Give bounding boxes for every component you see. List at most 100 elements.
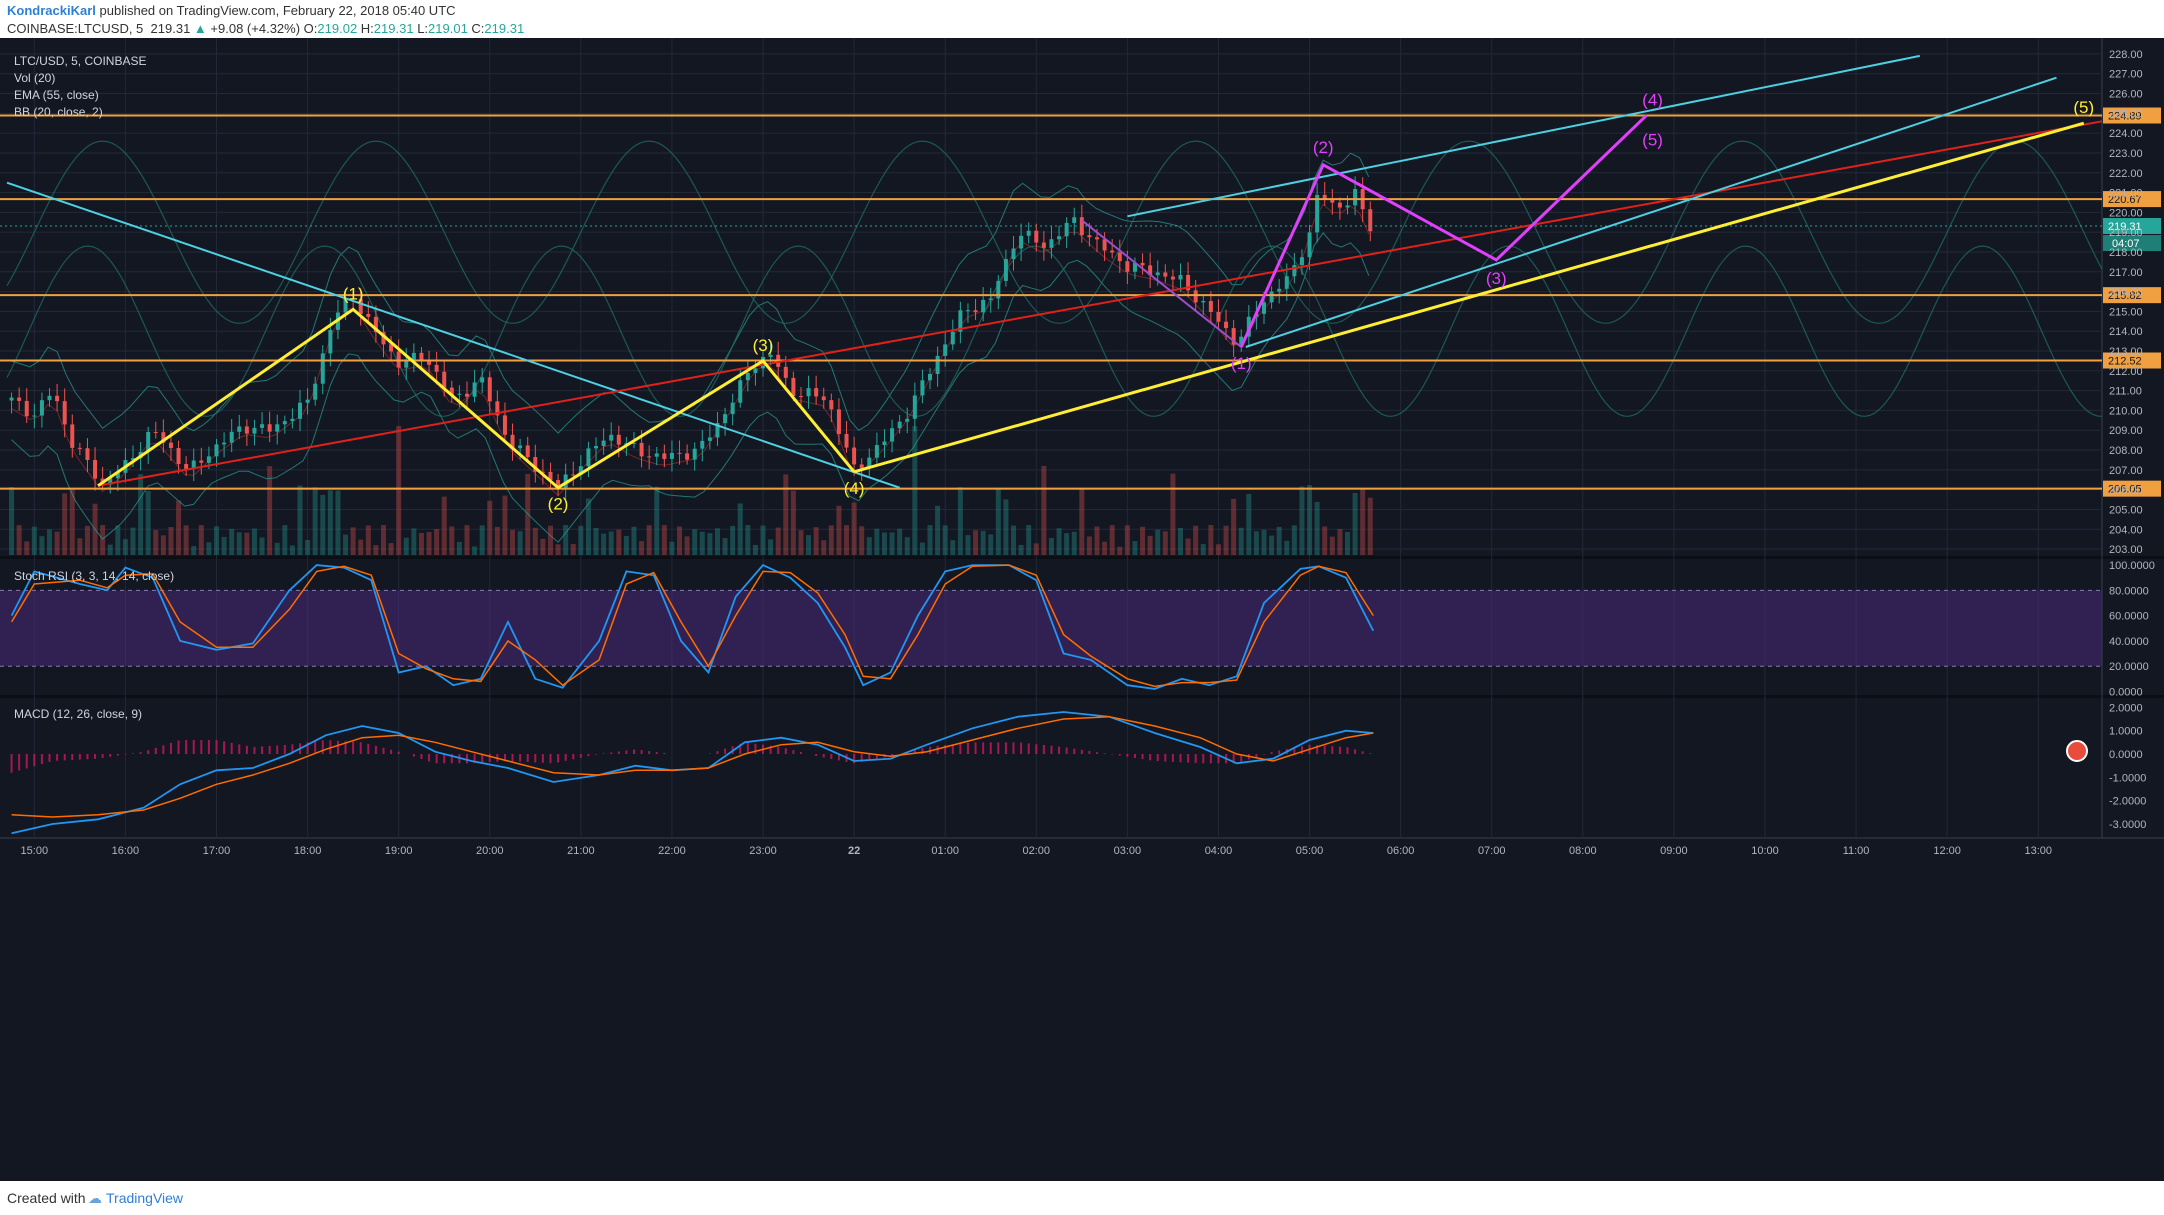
low-label: L: xyxy=(417,21,429,36)
candle-body xyxy=(1345,205,1350,208)
candle-body xyxy=(168,442,173,449)
volume-bar xyxy=(790,490,796,555)
cyan-channel-lower-line xyxy=(1245,76,2057,348)
candle-body xyxy=(768,354,773,357)
countdown-label: 04:07 xyxy=(2112,238,2140,250)
candle-body xyxy=(1231,328,1236,345)
volume-bar xyxy=(745,525,751,555)
volume-bar xyxy=(1041,465,1047,555)
price-tick-label: 206.00 xyxy=(2109,485,2143,497)
candle-body xyxy=(427,361,432,365)
tradingview-logo[interactable]: ☁ TradingView xyxy=(88,1190,183,1207)
volume-bar xyxy=(783,474,789,555)
volume-bar xyxy=(654,486,660,555)
volume-bar xyxy=(707,533,713,555)
candle-body xyxy=(548,471,553,480)
candle-body xyxy=(525,445,530,458)
candle-body xyxy=(609,434,614,441)
candle-body xyxy=(419,352,424,362)
yellow-wave-label: (1) xyxy=(343,284,364,303)
candle-body xyxy=(1277,288,1282,292)
volume-bar xyxy=(259,537,265,555)
candle-body xyxy=(366,313,371,317)
time-tick-label: 15:00 xyxy=(21,845,49,857)
stoch-tick-label: 20.0000 xyxy=(2109,661,2149,673)
candle-body xyxy=(518,445,523,449)
candle-body xyxy=(411,352,416,361)
yellow-support-line xyxy=(853,121,2085,474)
time-tick-label: 13:00 xyxy=(2024,845,2052,857)
volume-bar xyxy=(251,528,257,555)
volume-bar xyxy=(282,525,288,555)
volume-bar xyxy=(145,490,151,555)
level-price-tag xyxy=(2103,191,2161,208)
candle-body xyxy=(502,415,507,435)
volume-bar xyxy=(1322,526,1328,555)
volume-bar xyxy=(198,525,204,555)
volume-bar xyxy=(517,531,523,555)
volume-bar xyxy=(1170,473,1176,555)
chart-svg[interactable]: 224.89 220.67 215.82 212.52 206.05 219.31 04:0… xyxy=(0,38,2164,1181)
volume-bar xyxy=(563,525,569,555)
candle-body xyxy=(973,310,978,313)
candle-body xyxy=(480,377,485,383)
candle-body xyxy=(1299,257,1304,266)
time-tick-label: 22:00 xyxy=(658,845,686,857)
candle-body xyxy=(1216,311,1221,322)
candle-body xyxy=(260,424,265,428)
volume-bar xyxy=(844,525,850,555)
volume-bar xyxy=(768,539,774,555)
candle-body xyxy=(146,432,151,452)
candle-body xyxy=(1284,276,1289,289)
chart-area[interactable]: 224.89 220.67 215.82 212.52 206.05 219.31 04:0… xyxy=(0,38,2164,1181)
pane-separator xyxy=(0,695,2164,698)
candle-body xyxy=(723,414,728,424)
candle-body xyxy=(93,459,98,479)
candle-body xyxy=(206,456,211,463)
candle-body xyxy=(890,428,895,442)
volume-bar xyxy=(39,536,45,555)
candle-body xyxy=(1330,199,1335,203)
volume-bar xyxy=(950,540,956,555)
price-tick-label: 225.00 xyxy=(2109,108,2143,120)
volume-bar xyxy=(775,527,781,555)
main-legend-item: BB (20, close, 2) xyxy=(14,105,103,119)
volume-bar xyxy=(646,525,652,555)
candle-body xyxy=(32,415,37,417)
volume-bar xyxy=(942,525,948,555)
candle-body xyxy=(669,452,674,459)
volume-bar xyxy=(919,542,925,555)
candle-body xyxy=(662,453,667,459)
macd-tick-label: -1.0000 xyxy=(2109,772,2146,784)
candle-body xyxy=(1049,239,1054,248)
candle-body xyxy=(343,298,348,313)
tradingview-logo-text: TradingView xyxy=(106,1190,184,1206)
time-tick-label: 18:00 xyxy=(294,845,322,857)
price-tick-label: 204.00 xyxy=(2109,524,2143,536)
author-link[interactable]: KondrackiKarl xyxy=(7,3,96,18)
time-tick-label: 16:00 xyxy=(112,845,140,857)
volume-bar xyxy=(1344,532,1350,555)
candle-body xyxy=(108,478,113,484)
stoch-band xyxy=(0,590,2102,667)
volume-bar xyxy=(760,525,766,555)
volume-bar xyxy=(699,531,705,555)
volume-bar xyxy=(1231,498,1237,555)
high-label: H: xyxy=(360,21,374,36)
volume-bar xyxy=(130,527,136,555)
volume-bar xyxy=(692,529,698,555)
time-tick-label: 22 xyxy=(848,845,860,857)
price-tick-label: 210.00 xyxy=(2109,405,2143,417)
level-price-label: 215.82 xyxy=(2108,290,2142,302)
red-trend-line xyxy=(97,120,2103,487)
price-tick-label: 222.00 xyxy=(2109,168,2143,180)
price-tick-label: 221.00 xyxy=(2109,188,2143,200)
price-tick-label: 208.00 xyxy=(2109,445,2143,457)
candle-body xyxy=(434,364,439,372)
macd-legend: MACD (12, 26, close, 9) xyxy=(14,707,142,721)
volume-bar xyxy=(1140,526,1146,555)
volume-bar xyxy=(1132,541,1138,555)
volume-bar xyxy=(897,528,903,555)
volume-bar xyxy=(84,525,90,555)
volume-bar xyxy=(373,545,379,555)
